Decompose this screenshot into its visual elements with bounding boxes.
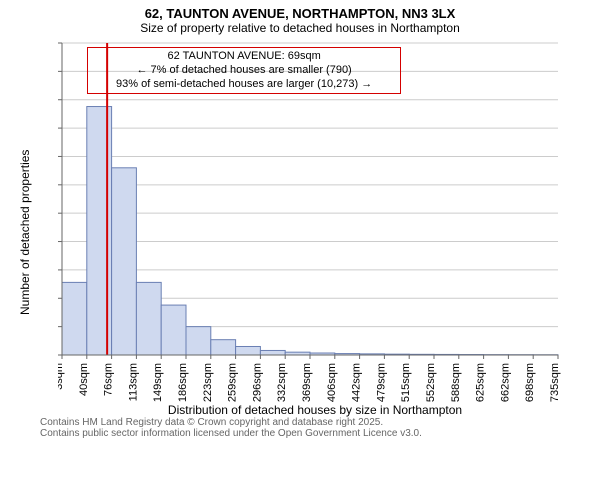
x-tick-label: 296sqm [251, 363, 263, 402]
annotation-box: 62 TAUNTON AVENUE: 69sqm ← 7% of detache… [87, 47, 401, 94]
annotation-line-1: 62 TAUNTON AVENUE: 69sqm [94, 50, 394, 64]
x-tick-label: 698sqm [524, 363, 536, 402]
x-tick-label: 186sqm [177, 363, 189, 402]
x-tick-label: 223sqm [202, 363, 214, 402]
x-tick-label: 552sqm [425, 363, 437, 402]
chart-area: Number of detached properties 62 TAUNTON… [58, 35, 600, 403]
x-tick-label: 735sqm [549, 363, 561, 402]
x-tick-label: 369sqm [301, 363, 313, 402]
histogram-bar [112, 168, 137, 355]
x-tick-label: 406sqm [326, 363, 338, 402]
x-tick-label: 442sqm [351, 363, 363, 402]
x-tick-label: 515sqm [400, 363, 412, 402]
footer-line-2: Contains public sector information licen… [0, 428, 600, 439]
histogram-bar [186, 327, 211, 355]
x-tick-label: 332sqm [276, 363, 288, 402]
chart-title-sub: Size of property relative to detached ho… [0, 21, 600, 35]
x-tick-label: 149sqm [152, 363, 164, 402]
x-tick-label: 3sqm [58, 363, 65, 390]
annotation-line-3: 93% of semi-detached houses are larger (… [94, 78, 394, 92]
annotation-line-2: ← 7% of detached houses are smaller (790… [94, 64, 394, 78]
histogram-bar [211, 340, 236, 355]
histogram-bar [236, 346, 261, 355]
x-tick-label: 662sqm [499, 363, 511, 402]
x-tick-label: 113sqm [127, 363, 139, 401]
x-tick-label: 479sqm [375, 363, 387, 402]
histogram-bar [62, 282, 87, 355]
x-tick-label: 259sqm [227, 363, 239, 402]
x-axis-label: Distribution of detached houses by size … [30, 403, 600, 417]
histogram-bar [136, 282, 161, 355]
x-tick-label: 40sqm [78, 363, 90, 396]
chart-title-main: 62, TAUNTON AVENUE, NORTHAMPTON, NN3 3LX [0, 0, 600, 21]
x-tick-label: 625sqm [475, 363, 487, 402]
x-tick-label: 76sqm [103, 363, 115, 396]
x-tick-label: 588sqm [450, 363, 462, 402]
histogram-bar [161, 305, 186, 355]
y-axis-label: Number of detached properties [18, 149, 32, 314]
footer-line-1: Contains HM Land Registry data © Crown c… [0, 417, 600, 428]
histogram-bar [260, 350, 285, 355]
